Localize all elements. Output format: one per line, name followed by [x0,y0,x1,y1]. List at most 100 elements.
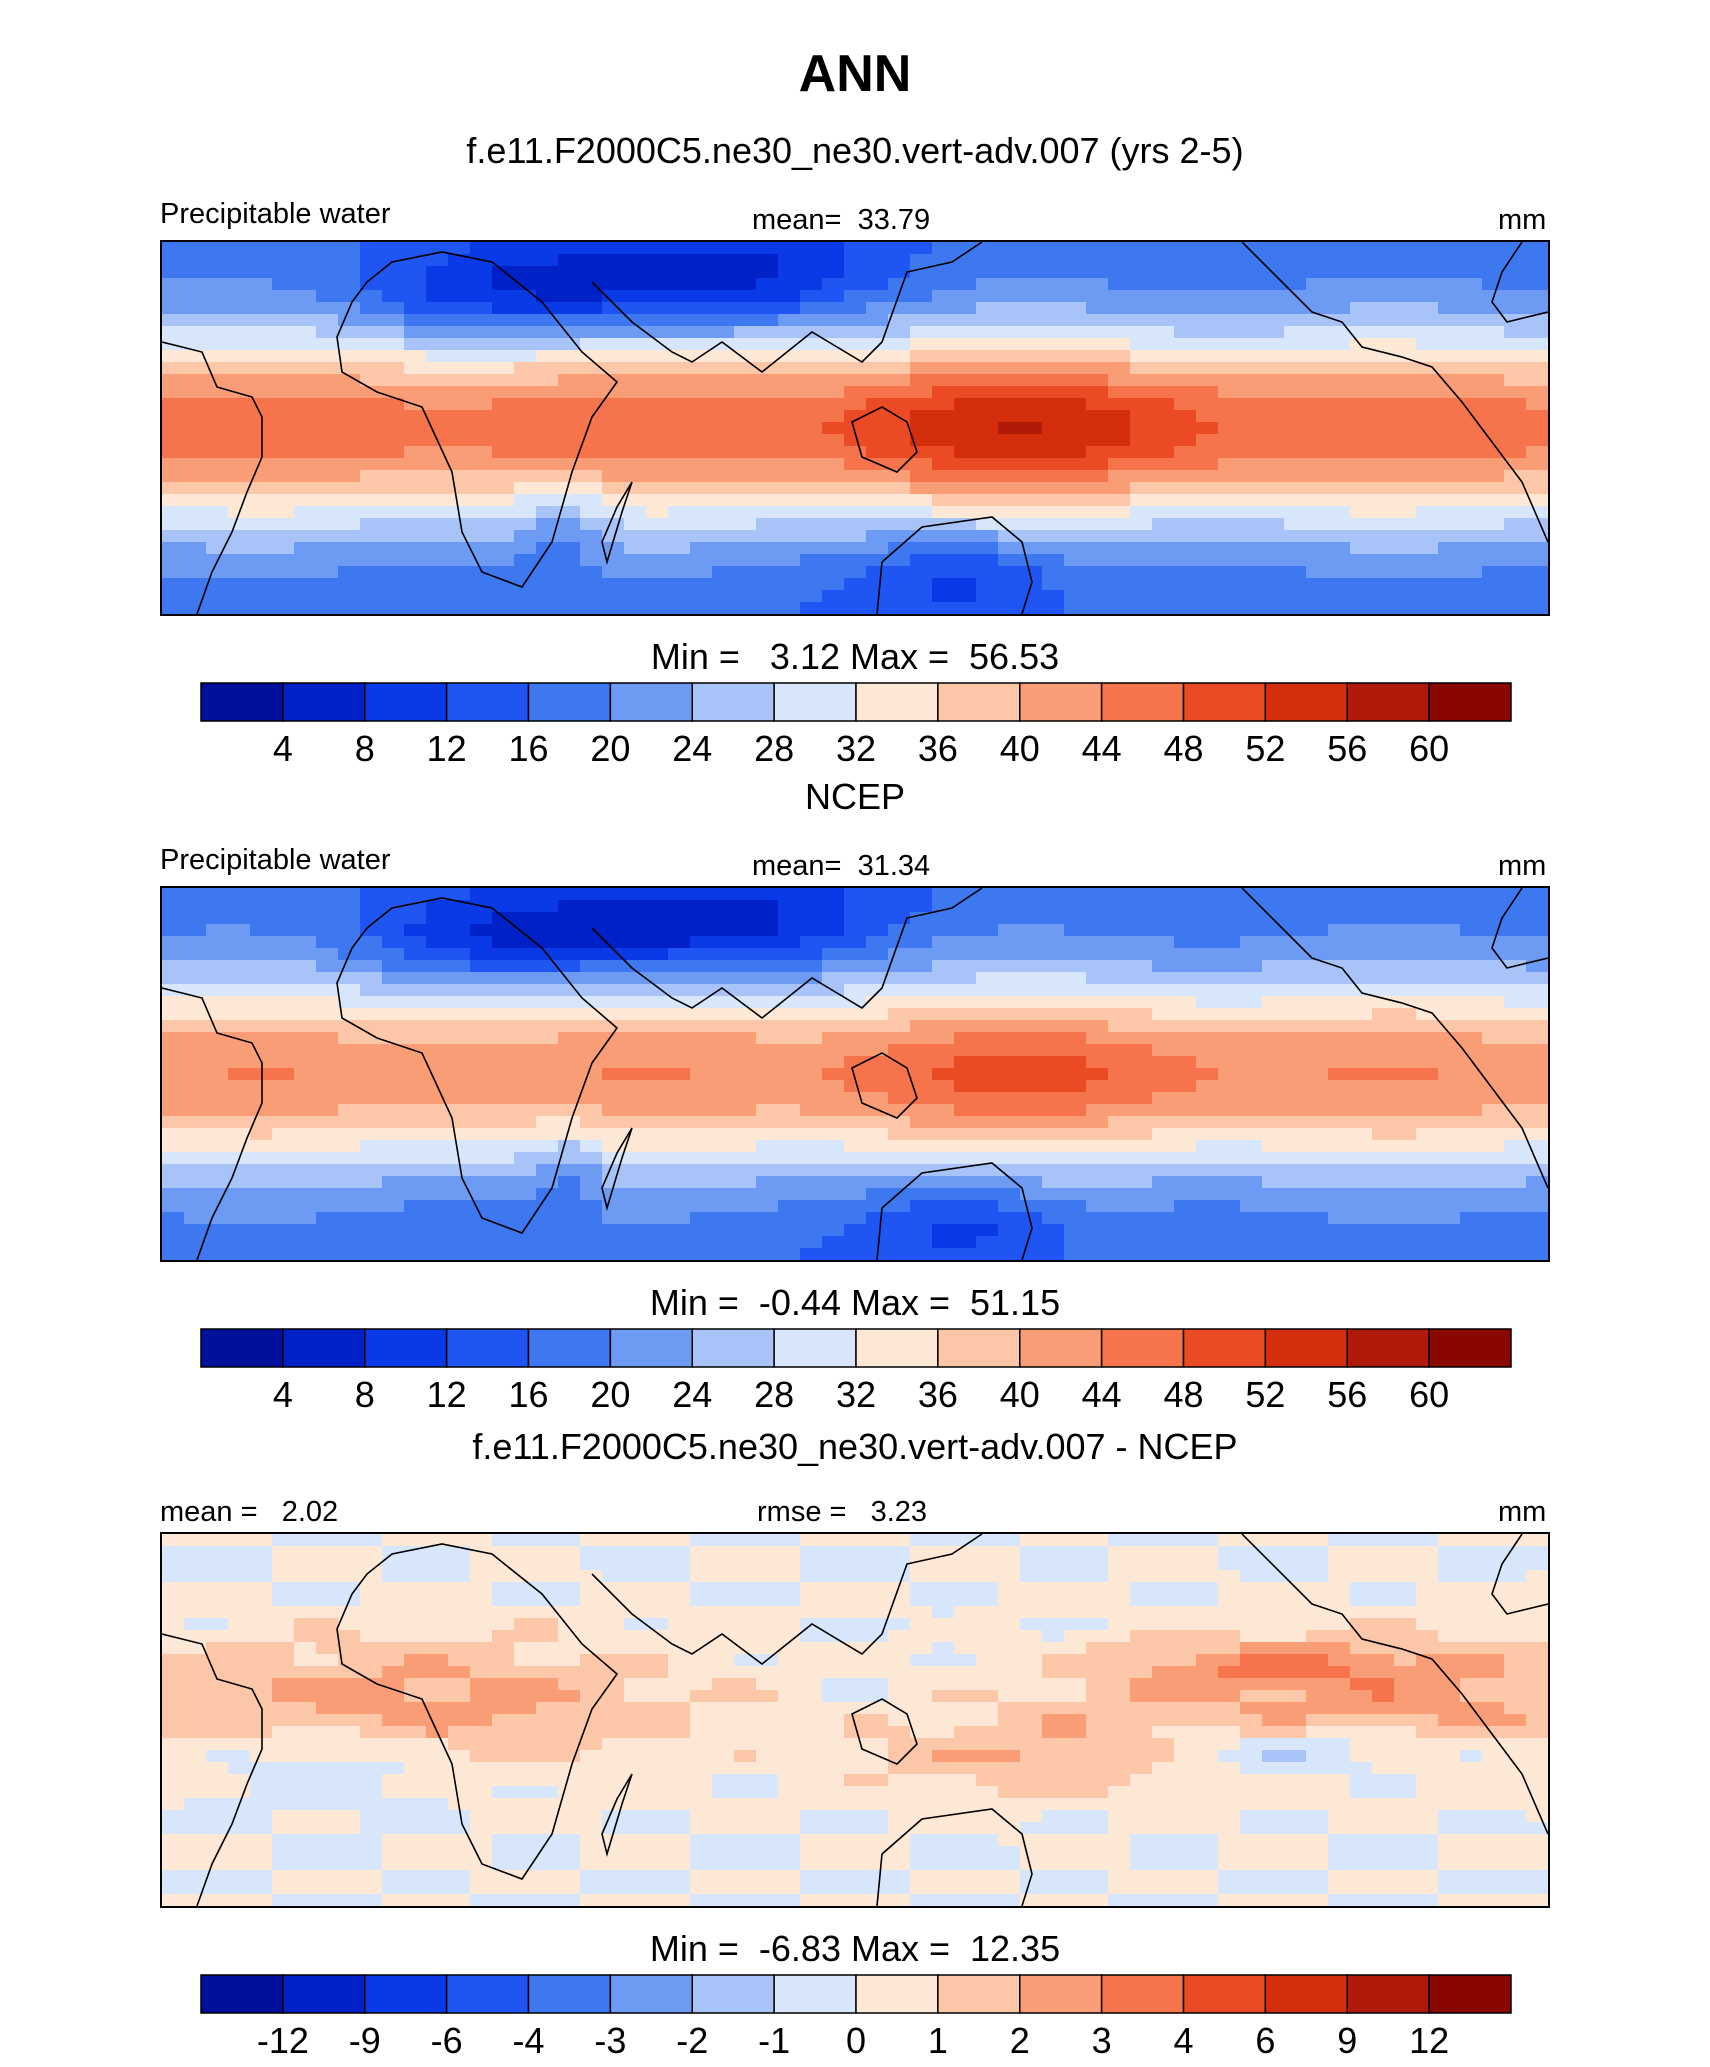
map-cell [1020,1080,1043,1093]
map-cell [250,1044,273,1057]
map-cell [690,1068,713,1081]
map-cell [1350,1618,1373,1631]
map-cell [668,1164,691,1177]
map-cell [1526,578,1548,591]
map-cell [844,1056,867,1069]
map-cell [932,1558,955,1571]
map-cell [404,1032,427,1045]
map-cell [690,266,713,279]
map-cell [514,1104,537,1117]
map-cell [184,494,207,507]
map-cell [382,1044,405,1057]
map-cell [1020,554,1043,567]
map-cell [1240,984,1263,997]
map-cell [690,1104,713,1117]
map-cell [1526,434,1548,447]
map-cell [1284,1140,1307,1153]
map-cell [1504,326,1527,339]
map-cell [316,1546,339,1559]
map-cell [1196,1092,1219,1105]
map-cell [184,1044,207,1057]
map-cell [734,960,757,973]
map-cell [228,1654,251,1667]
map-cell [734,518,757,531]
map-cell [1152,888,1175,901]
map-cell [448,1044,471,1057]
map-cell [1240,542,1263,555]
map-cell [1284,350,1307,363]
map-cell [1240,494,1263,507]
map-cell [1350,1176,1373,1189]
map-cell [1196,410,1219,423]
map-cell [426,972,449,985]
map-cell [1086,458,1109,471]
map-cell [1284,314,1307,327]
map-cell [910,374,933,387]
map-cell [822,1642,845,1655]
map-cell [558,554,581,567]
map-cell [602,1618,625,1631]
map-cell [668,1104,691,1117]
map-cell [448,338,471,351]
map-cell [910,1212,933,1225]
map-cell [1218,1678,1241,1691]
map-cell [1526,470,1548,483]
map-cell [1262,936,1285,949]
map-cell [1218,410,1241,423]
map-cell [1152,530,1175,543]
map-cell [1482,912,1505,925]
map-cell [1460,1582,1483,1595]
map-cell [1042,566,1065,579]
map-cell [1284,434,1307,447]
map-cell [910,888,933,901]
map-cell [932,936,955,949]
map-cell [976,1032,999,1045]
map-cell [1416,1534,1439,1547]
map-cell [1218,1212,1241,1225]
map-cell [1218,578,1241,591]
map-cell [888,254,911,267]
map-cell [558,578,581,591]
map-cell [734,1092,757,1105]
map-cell [250,1570,273,1583]
map-cell [1416,1092,1439,1105]
map-cell [1130,1678,1153,1691]
map-cell [580,1080,603,1093]
map-cell [1240,1702,1263,1715]
map-cell [206,1164,229,1177]
map-cell [954,984,977,997]
map-cell [536,494,559,507]
map-cell [734,554,757,567]
map-cell [1394,506,1417,519]
map-cell [1152,398,1175,411]
map-cell [1262,1606,1285,1619]
map-cell [206,1104,229,1117]
map-cell [734,1654,757,1667]
map-cell [470,1594,493,1607]
map-cell [1174,542,1197,555]
map-cell [1262,1546,1285,1559]
map-cell [1262,578,1285,591]
map-cell [250,1224,273,1237]
map-cell [668,506,691,519]
map-cell [1174,518,1197,531]
map-cell [778,302,801,315]
map-cell [294,338,317,351]
map-cell [470,888,493,901]
map-cell [712,1690,735,1703]
map-cell [470,948,493,961]
map-cell [228,1020,251,1033]
map-cell [1526,1236,1548,1249]
map-cell [866,542,889,555]
map-cell [954,290,977,303]
map-cell [1328,1666,1351,1679]
map-cell [1306,1534,1329,1547]
map-cell [1328,386,1351,399]
map-cell [184,458,207,471]
colorbar-tick-label: 40 [1000,1374,1040,1415]
map-cell [800,1248,823,1260]
map-cell [646,302,669,315]
map-cell [624,254,647,267]
map-cell [514,1534,537,1547]
map-cell [932,290,955,303]
